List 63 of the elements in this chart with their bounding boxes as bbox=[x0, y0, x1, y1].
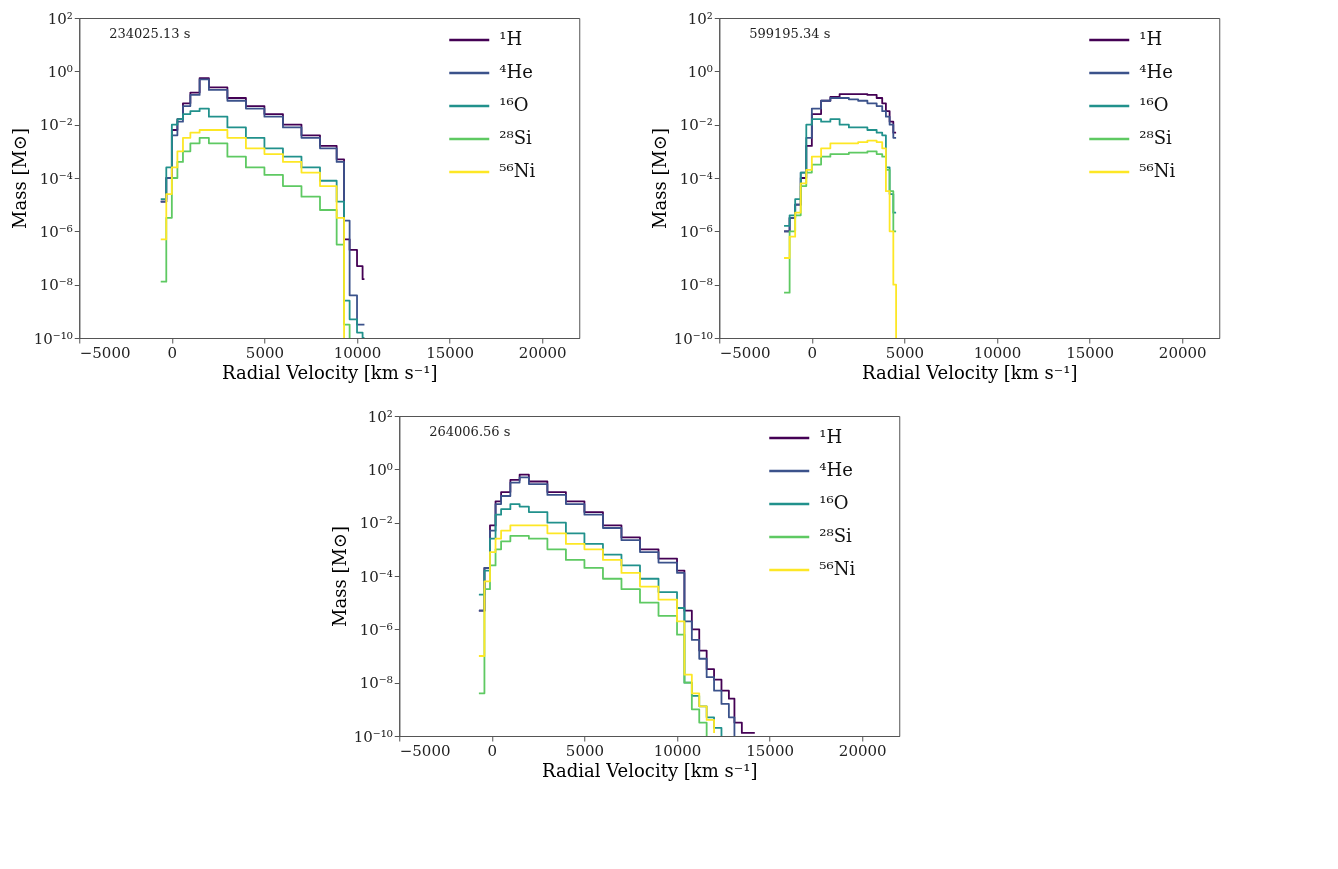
annotation: 599195.34 s bbox=[749, 26, 831, 41]
x-tick-label: −5000 bbox=[79, 343, 131, 362]
x-tick-label: 20000 bbox=[518, 343, 567, 362]
y-tick-label: 10⁻¹⁰ bbox=[353, 727, 393, 746]
y-tick-label: 10⁻⁸ bbox=[359, 674, 393, 693]
x-tick-label: −5000 bbox=[399, 741, 451, 760]
y-tick-label: 10⁻⁴ bbox=[39, 169, 73, 188]
legend-label: ²⁸Si bbox=[1139, 127, 1173, 148]
y-tick-label: 10⁻² bbox=[359, 514, 393, 533]
x-tick-label: 5000 bbox=[885, 343, 925, 362]
legend-label: ¹⁶O bbox=[499, 94, 529, 115]
y-tick-label: 10⁻⁶ bbox=[359, 620, 393, 639]
x-tick-label: 10000 bbox=[653, 741, 702, 760]
x-tick-label: 5000 bbox=[565, 741, 605, 760]
x-axis-title: Radial Velocity [km s⁻¹] bbox=[862, 361, 1078, 383]
annotation: 234025.13 s bbox=[109, 26, 191, 41]
legend-label: ⁵⁶Ni bbox=[499, 160, 536, 181]
legend-label: ⁴He bbox=[1139, 61, 1173, 82]
y-tick-label: 10⁰ bbox=[367, 460, 393, 479]
y-tick-label: 10⁻¹⁰ bbox=[673, 329, 713, 348]
x-axis-title: Radial Velocity [km s⁻¹] bbox=[222, 361, 438, 383]
x-tick-label: 10000 bbox=[973, 343, 1022, 362]
y-tick-label: 10⁻⁴ bbox=[679, 169, 713, 188]
x-tick-label: 0 bbox=[807, 343, 818, 362]
y-tick-label: 10⁻⁸ bbox=[679, 276, 713, 295]
y-tick-label: 10⁰ bbox=[47, 62, 73, 81]
y-tick-label: 10⁻⁶ bbox=[39, 222, 73, 241]
y-tick-label: 10⁻² bbox=[39, 116, 73, 135]
y-tick-label: 10⁻⁶ bbox=[679, 222, 713, 241]
x-tick-label: 20000 bbox=[1158, 343, 1207, 362]
legend-label: ¹H bbox=[1139, 28, 1163, 49]
y-tick-label: 10⁻² bbox=[679, 116, 713, 135]
x-tick-label: 5000 bbox=[245, 343, 285, 362]
annotation: 264006.56 s bbox=[429, 424, 511, 439]
legend-label: ⁵⁶Ni bbox=[1139, 160, 1176, 181]
legend-label: ¹H bbox=[819, 426, 843, 447]
x-tick-label: 15000 bbox=[1066, 343, 1114, 362]
x-tick-label: 0 bbox=[487, 741, 498, 760]
y-axis-title: Mass [M⊙] bbox=[648, 128, 670, 229]
legend-label: ¹⁶O bbox=[1139, 94, 1169, 115]
y-tick-label: 10⁻⁴ bbox=[359, 567, 393, 586]
legend-label: ¹⁶O bbox=[819, 492, 849, 513]
x-tick-label: 15000 bbox=[426, 343, 474, 362]
legend-label: ²⁸Si bbox=[499, 127, 533, 148]
legend-label: ²⁸Si bbox=[819, 525, 853, 546]
y-tick-label: 10⁻¹⁰ bbox=[33, 329, 73, 348]
legend-label: ⁴He bbox=[819, 459, 853, 480]
legend-label: ¹H bbox=[499, 28, 523, 49]
y-tick-label: 10² bbox=[687, 9, 713, 28]
x-tick-label: 10000 bbox=[333, 343, 382, 362]
y-tick-label: 10² bbox=[47, 9, 73, 28]
y-axis-title: Mass [M⊙] bbox=[328, 526, 350, 627]
y-axis-title: Mass [M⊙] bbox=[8, 128, 30, 229]
x-tick-label: 0 bbox=[167, 343, 178, 362]
y-tick-label: 10⁰ bbox=[687, 62, 713, 81]
x-tick-label: 20000 bbox=[838, 741, 887, 760]
x-axis-title: Radial Velocity [km s⁻¹] bbox=[542, 759, 758, 781]
x-tick-label: −5000 bbox=[719, 343, 771, 362]
x-tick-label: 15000 bbox=[746, 741, 794, 760]
legend-label: ⁵⁶Ni bbox=[819, 558, 856, 579]
y-tick-label: 10² bbox=[367, 407, 393, 426]
legend-label: ⁴He bbox=[499, 61, 533, 82]
y-tick-label: 10⁻⁸ bbox=[39, 276, 73, 295]
